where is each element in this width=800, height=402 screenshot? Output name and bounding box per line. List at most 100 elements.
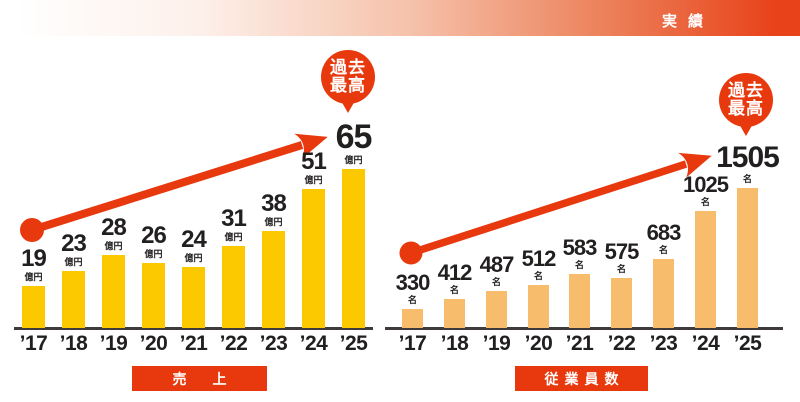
employees-trend-arrow-icon [399, 152, 712, 265]
bar-value: 51 [301, 148, 327, 175]
x-tick-label: ’23 [649, 332, 678, 355]
sales-tag: 売上 [132, 366, 267, 391]
x-tick-label: ’25 [733, 332, 762, 355]
bar-value: 330 [395, 270, 431, 295]
bar-unit: 億円 [104, 241, 123, 251]
employees-tag-label: 従業員数 [544, 370, 625, 387]
bar-unit: 億円 [264, 217, 283, 227]
bar [142, 263, 165, 328]
results-title: 実績 [662, 13, 715, 30]
bar-unit: 名 [449, 285, 459, 295]
bar-value: 1505 [716, 141, 780, 174]
bar-value-label: 412 名 [415, 262, 495, 295]
bar-value-label: 575 名 [582, 241, 662, 274]
bar-value: 65 [335, 118, 373, 156]
bar [695, 211, 716, 328]
x-tick-label: ’24 [299, 332, 328, 355]
bar-value: 575 [604, 239, 640, 264]
employees-tag: 従業員数 [515, 366, 648, 391]
bar-value-label: 1505 名 [708, 143, 788, 184]
bar-value: 26 [141, 222, 167, 249]
bar-unit: 億円 [184, 253, 203, 263]
bar-value: 24 [181, 226, 207, 253]
bar [569, 274, 590, 328]
bar-value: 683 [646, 220, 682, 245]
bar-value-label: 583 名 [540, 237, 620, 270]
record-high-text: 最高 [330, 76, 366, 95]
bar-unit: 名 [491, 277, 501, 287]
bar [222, 246, 245, 328]
x-tick-label: ’21 [565, 332, 594, 355]
bar [737, 188, 758, 328]
bar-unit: 名 [407, 295, 417, 305]
bar-value: 28 [101, 214, 127, 241]
record-high-badge-sales: 過去 最高 [321, 50, 375, 104]
bar-unit: 億円 [64, 257, 83, 267]
sales-trend-arrow-icon [20, 133, 328, 242]
x-tick-label: ’17 [398, 332, 427, 355]
bar-value: 23 [61, 230, 87, 257]
bar [182, 267, 205, 328]
bar-unit: 名 [742, 174, 752, 184]
bar [342, 169, 365, 328]
bar [102, 255, 125, 328]
bar-unit: 億円 [224, 232, 243, 242]
bar-unit: 名 [574, 260, 584, 270]
bar-value-label: 65 億円 [314, 120, 394, 165]
bar-value-label: 19 億円 [0, 247, 74, 282]
record-high-text: 過去 [330, 58, 366, 77]
x-axis-line [14, 327, 373, 330]
bar-value-label: 683 名 [624, 222, 704, 255]
bar-unit: 億円 [144, 249, 163, 259]
record-high-badge-employees: 過去 最高 [719, 73, 773, 127]
bar [62, 271, 85, 328]
bar-value: 512 [521, 246, 557, 271]
bar-value: 38 [261, 190, 287, 217]
bar [528, 285, 549, 328]
x-tick-label: ’17 [19, 332, 48, 355]
bar [611, 278, 632, 328]
sales-tag-label: 売上 [172, 370, 253, 387]
record-high-text: 最高 [728, 99, 764, 118]
bar-unit: 名 [658, 245, 668, 255]
x-tick-label: ’24 [691, 332, 720, 355]
bar [486, 291, 507, 328]
x-axis-line [385, 327, 783, 330]
x-tick-label: ’22 [607, 332, 636, 355]
bar-value-label: 1025 名 [666, 174, 746, 207]
bar [302, 189, 325, 328]
bar [653, 259, 674, 328]
x-tick-label: ’25 [339, 332, 368, 355]
bar-unit: 億円 [24, 272, 43, 282]
bar-value-label: 51 億円 [274, 150, 354, 185]
x-tick-label: ’20 [139, 332, 168, 355]
bar-value-label: 330 名 [373, 272, 453, 305]
bar-value-label: 512 名 [499, 248, 579, 281]
record-high-text: 過去 [728, 81, 764, 100]
bar-value: 412 [437, 260, 473, 285]
bar-unit: 名 [533, 271, 543, 281]
x-tick-label: ’23 [259, 332, 288, 355]
bar-value-label: 31 億円 [194, 207, 274, 242]
bar-value: 31 [221, 205, 247, 232]
bar-unit: 名 [700, 197, 710, 207]
bar-unit: 名 [616, 264, 626, 274]
bar-value: 583 [562, 235, 598, 260]
bar-value-label: 24 億円 [154, 228, 234, 263]
bar-value: 487 [479, 252, 515, 277]
x-tick-label: ’18 [59, 332, 88, 355]
bar-value-label: 487 名 [457, 254, 537, 287]
bar-value-label: 28 億円 [74, 216, 154, 251]
bar-value-label: 26 億円 [114, 224, 194, 259]
bar [262, 231, 285, 328]
x-tick-label: ’22 [219, 332, 248, 355]
x-tick-label: ’21 [179, 332, 208, 355]
x-tick-label: ’19 [482, 332, 511, 355]
bar [22, 286, 45, 328]
x-tick-label: ’20 [524, 332, 553, 355]
bar-unit: 億円 [344, 155, 363, 165]
